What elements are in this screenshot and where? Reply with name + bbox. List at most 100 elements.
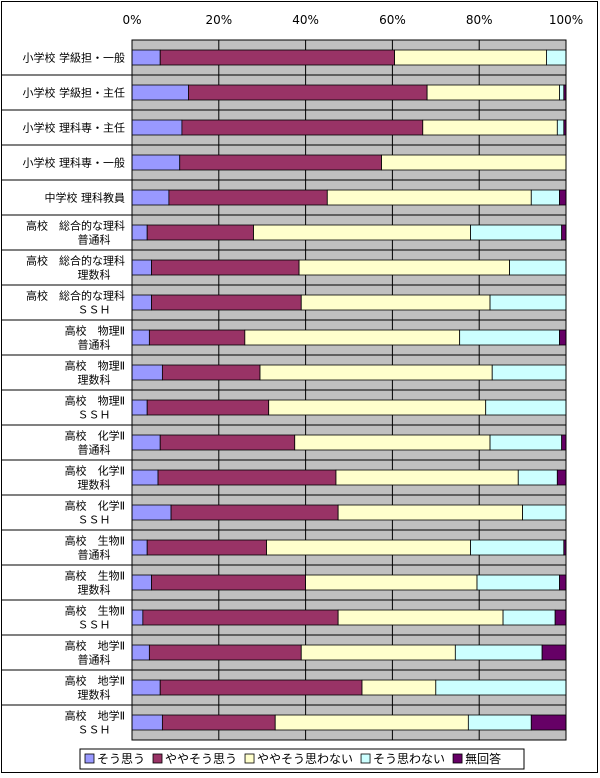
bar-そう思う-13 (131, 504, 172, 521)
legend-label-3: そう思わない (373, 752, 445, 766)
bar-ややそう思う-14 (146, 539, 267, 556)
bar-ややそう思わない-15 (305, 574, 478, 591)
category-sublabel: 普通科 (78, 653, 111, 667)
bar-ややそう思わない-9 (259, 364, 493, 381)
bar-ややそう思う-13 (170, 504, 339, 521)
x-tick-label: 80% (466, 13, 493, 27)
bar-そう思わない-15 (476, 574, 560, 591)
bar-無回答-16 (554, 609, 567, 626)
category-sublabel: 普通科 (78, 548, 111, 562)
category-label: 小学校 学級担・一般 (23, 51, 126, 65)
bar-ややそう思う-17 (148, 644, 302, 661)
legend-label-1: ややそう思う (165, 752, 237, 766)
bar-そう思わない-19 (467, 714, 532, 731)
bar-そう思う-19 (131, 714, 163, 731)
bar-無回答-15 (559, 574, 567, 591)
plot-border (131, 39, 567, 741)
bar-ややそう思う-19 (161, 714, 276, 731)
bar-ややそう思わない-14 (266, 539, 471, 556)
bar-そう思う-12 (131, 469, 159, 486)
bar-ややそう思う-5 (146, 224, 254, 241)
bar-無回答-5 (561, 224, 567, 241)
bar-そう思わない-6 (509, 259, 567, 276)
bar-そう思う-11 (131, 434, 161, 451)
bar-ややそう思う-2 (181, 119, 424, 136)
bar-そう思わない-12 (517, 469, 558, 486)
x-tick-label: 20% (205, 13, 232, 27)
category-label: 高校 生物Ⅱ (65, 604, 125, 618)
bar-そう思う-0 (131, 49, 161, 66)
bar-そう思わない-4 (530, 189, 560, 206)
legend-swatch-0 (84, 753, 95, 764)
category-sublabel: 普通科 (78, 443, 111, 457)
bar-ややそう思わない-18 (361, 679, 437, 696)
bar-そう思う-5 (131, 224, 148, 241)
legend-swatch-4 (452, 753, 463, 764)
bar-ややそう思う-12 (157, 469, 337, 486)
bar-ややそう思わない-0 (394, 49, 547, 66)
category-label: 高校 物理Ⅱ (65, 324, 125, 338)
category-sublabel: 普通科 (78, 338, 111, 352)
bar-ややそう思う-3 (179, 154, 382, 171)
bar-そう思う-10 (131, 399, 148, 416)
category-sublabel: 理数科 (78, 583, 111, 597)
category-label: 高校 物理Ⅱ (65, 359, 125, 373)
bar-ややそう思わない-3 (381, 154, 567, 171)
category-label: 高校 化学Ⅱ (65, 464, 125, 478)
bar-ややそう思う-4 (168, 189, 328, 206)
bar-無回答-19 (530, 714, 567, 731)
bar-そう思う-17 (131, 644, 150, 661)
bar-ややそう思う-10 (146, 399, 270, 416)
category-sublabel: ＳＳＨ (78, 409, 111, 422)
bar-そう思う-14 (131, 539, 148, 556)
bar-ややそう思う-8 (148, 329, 246, 346)
bar-ややそう思う-15 (151, 574, 307, 591)
bar-ややそう思う-1 (188, 84, 428, 101)
category-sublabel: 理数科 (78, 478, 111, 492)
legend-label-4: 無回答 (465, 751, 501, 766)
bar-そう思う-2 (131, 119, 183, 136)
bar-ややそう思う-0 (159, 49, 395, 66)
bar-そう思う-1 (131, 84, 189, 101)
bar-そう思わない-0 (546, 49, 567, 66)
bar-そう思う-6 (131, 259, 152, 276)
bar-そう思わない-16 (502, 609, 556, 626)
bar-そう思わない-2 (556, 119, 565, 136)
category-label: 中学校 理科教員 (45, 191, 126, 205)
bar-そう思う-3 (131, 154, 181, 171)
category-label: 高校 総合的な理科 (26, 254, 125, 268)
legend-label-2: ややそう思わない (257, 752, 353, 766)
category-sublabel: 理数科 (78, 373, 111, 387)
bar-そう思う-18 (131, 679, 161, 696)
bar-そう思わない-1 (559, 84, 565, 101)
bar-そう思う-15 (131, 574, 152, 591)
bar-ややそう思わない-12 (335, 469, 519, 486)
bar-そう思わない-10 (485, 399, 567, 416)
category-sublabel: ＳＳＨ (78, 724, 111, 737)
category-label: 高校 地学Ⅱ (65, 709, 125, 723)
category-sublabel: ＳＳＨ (78, 619, 111, 632)
bar-ややそう思わない-6 (298, 259, 510, 276)
bar-ややそう思わない-5 (253, 224, 471, 241)
bar-ややそう思わない-11 (294, 434, 491, 451)
bar-ややそう思う-16 (142, 609, 339, 626)
bar-そう思わない-7 (489, 294, 567, 311)
bar-ややそう思わない-19 (274, 714, 469, 731)
category-sublabel: 理数科 (78, 268, 111, 282)
bar-そう思わない-13 (522, 504, 567, 521)
bar-そう思う-9 (131, 364, 163, 381)
bar-そう思わない-17 (454, 644, 543, 661)
bar-ややそう思う-9 (161, 364, 261, 381)
bar-無回答-11 (561, 434, 567, 451)
category-label: 高校 生物Ⅱ (65, 569, 125, 583)
bar-ややそう思わない-8 (244, 329, 461, 346)
bar-ややそう思う-7 (151, 294, 302, 311)
category-label: 高校 総合的な理科 (26, 289, 125, 303)
bar-無回答-8 (559, 329, 567, 346)
bar-そう思わない-11 (489, 434, 563, 451)
category-label: 高校 化学Ⅱ (65, 429, 125, 443)
category-label: 高校 地学Ⅱ (65, 639, 125, 653)
category-sublabel: ＳＳＨ (78, 514, 111, 527)
